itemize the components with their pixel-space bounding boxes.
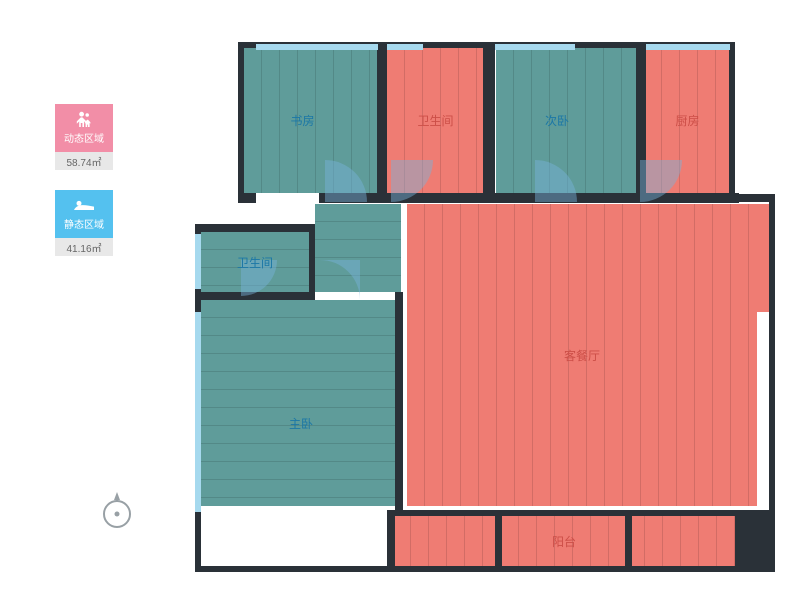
legend-dynamic-label: 动态区域: [64, 130, 104, 145]
wall: [729, 42, 735, 200]
sleep-icon: [74, 197, 94, 213]
wall: [483, 46, 495, 202]
room-label-study: 书房: [290, 112, 314, 129]
wall: [495, 510, 502, 572]
wall: [395, 292, 403, 512]
wall: [625, 510, 632, 572]
floor-plan: 书房卫生间次卧厨房卫生间主卧客餐厅阳台: [195, 42, 775, 572]
wall: [391, 566, 741, 572]
wall: [238, 42, 244, 202]
wall: [195, 566, 395, 572]
legend-static-value: 41.16㎡: [55, 238, 113, 256]
room-label-kitchen: 厨房: [675, 112, 699, 129]
legend-static-box: 静态区域: [55, 190, 113, 238]
legend-static-label: 静态区域: [64, 216, 104, 231]
room-living: 客餐厅: [407, 204, 757, 506]
door-arc: [391, 160, 433, 202]
wall: [735, 510, 775, 572]
wall: [238, 193, 256, 203]
wall: [769, 194, 775, 524]
compass-icon: [100, 490, 134, 535]
door-arc: [640, 160, 682, 202]
room-balcony: 阳台: [393, 516, 735, 566]
room-label-living: 客餐厅: [564, 347, 600, 364]
people-icon: [74, 111, 94, 127]
window-sill: [195, 234, 201, 289]
legend-dynamic: 动态区域 58.74㎡: [55, 104, 113, 170]
door-arc: [320, 260, 360, 300]
room-label-balcony: 阳台: [552, 533, 576, 550]
zone-legend: 动态区域 58.74㎡ 静态区域 41.16㎡: [55, 104, 113, 256]
room-label-master: 主卧: [289, 415, 313, 432]
window-sill: [495, 44, 575, 50]
legend-dynamic-box: 动态区域: [55, 104, 113, 152]
wall: [387, 510, 395, 572]
room-label-bedroom2: 次卧: [545, 112, 569, 129]
door-arc: [325, 160, 367, 202]
wall: [309, 232, 315, 292]
legend-static: 静态区域 41.16㎡: [55, 190, 113, 256]
wall: [391, 510, 741, 516]
window-sill: [195, 312, 201, 512]
legend-dynamic-value: 58.74㎡: [55, 152, 113, 170]
room-label-bath2: 卫生间: [237, 254, 273, 271]
window-sill: [646, 44, 730, 50]
wall: [195, 224, 315, 232]
window-sill: [256, 44, 378, 50]
room-master: 主卧: [201, 300, 401, 506]
window-sill: [387, 44, 423, 50]
wall: [377, 46, 387, 202]
room-label-bath1: 卫生间: [417, 112, 453, 129]
door-arc: [535, 160, 577, 202]
